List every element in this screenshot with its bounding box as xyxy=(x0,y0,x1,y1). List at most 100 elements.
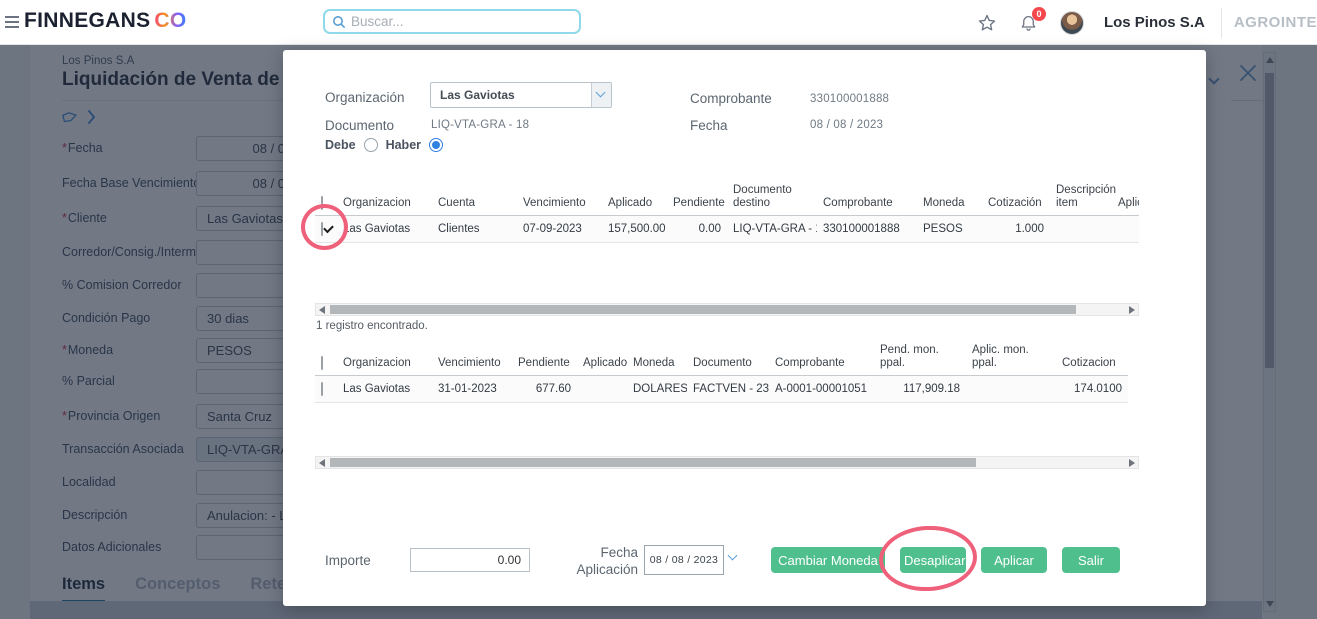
cell-comprobante-link[interactable]: 330100001888 xyxy=(817,215,917,244)
scroll-right-icon[interactable] xyxy=(1129,306,1135,314)
horizontal-scroll-thumb[interactable] xyxy=(330,305,1076,314)
col-organizacion: Organizacion xyxy=(337,182,432,217)
documento-value: LIQ-VTA-GRA - 18 xyxy=(431,119,530,131)
cell-organizacion-link[interactable]: Las Gaviotas xyxy=(337,215,432,244)
col-organizacion: Organizacion xyxy=(337,342,432,377)
fecha-aplicacion-label-line1: Fecha xyxy=(600,545,638,560)
favorites-star-icon[interactable] xyxy=(977,13,997,33)
col-cotizacion: Cotización xyxy=(982,182,1050,217)
notifications-bell-icon[interactable]: 0 xyxy=(1019,6,1046,33)
fecha-label: Fecha xyxy=(690,118,728,133)
table2-header-row: Organizacion Vencimiento Pendiente Aplic… xyxy=(315,342,1128,377)
workspace-name[interactable]: AGROINTE xyxy=(1233,14,1317,31)
aplicaciones-modal: Organización Las Gaviotas Comprobante 33… xyxy=(283,50,1206,606)
annotation-circle-checkbox xyxy=(301,204,348,250)
fecha-aplicacion-input[interactable]: 08 / 08 / 2023 xyxy=(644,545,738,575)
cell-organizacion: Las Gaviotas xyxy=(337,375,432,404)
documentos-destino-table: Organizacion Cuenta Vencimiento Aplicado… xyxy=(315,182,1139,244)
company-name[interactable]: Los Pinos S.A xyxy=(1103,14,1205,31)
col-documento: Documento xyxy=(687,342,769,377)
table1-horizontal-scrollbar[interactable] xyxy=(315,303,1139,316)
cell-aplicado xyxy=(577,375,627,404)
chevron-down-icon xyxy=(595,87,606,98)
comprobante-label: Comprobante xyxy=(690,91,772,106)
search-input[interactable] xyxy=(351,14,572,29)
date-dropdown-chevron-icon[interactable] xyxy=(724,546,738,561)
col-vencimiento: Vencimiento xyxy=(432,342,512,377)
fecha-aplicacion-label-line2: Aplicación xyxy=(576,562,638,577)
debe-haber-radio-group: Debe Haber xyxy=(325,138,444,152)
cell-moneda: PESOS xyxy=(917,215,982,244)
scroll-left-icon[interactable] xyxy=(319,459,325,467)
cell-pendiente: 677.60 xyxy=(512,375,577,404)
col-moneda: Moneda xyxy=(627,342,687,377)
table2-select-all-checkbox[interactable] xyxy=(321,356,323,371)
table2-row-checkbox[interactable] xyxy=(321,382,323,397)
col-comprobante: Comprobante xyxy=(817,182,917,217)
fecha-aplicacion-label: Fecha Aplicación xyxy=(535,544,638,578)
organizacion-label: Organización xyxy=(325,90,405,105)
organizacion-selected-value: Las Gaviotas xyxy=(440,88,515,102)
hamburger-menu-icon[interactable] xyxy=(5,16,19,28)
cell-cotizacion: 1.000 xyxy=(982,215,1050,244)
table2-container: Organizacion Vencimiento Pendiente Aplic… xyxy=(315,342,1139,404)
fecha-value: 08 / 08 / 2023 xyxy=(810,119,884,131)
fecha-aplicacion-value: 08 / 08 / 2023 xyxy=(649,554,719,566)
salir-button[interactable]: Salir xyxy=(1062,547,1120,573)
cell-comprobante-link[interactable]: A-0001-00001051 xyxy=(769,375,874,404)
scroll-right-icon[interactable] xyxy=(1129,459,1135,467)
col-pend-mon-ppal: Pend. mon. ppal. xyxy=(874,342,966,377)
comprobante-value: 330100001888 xyxy=(810,93,890,105)
modal-actions: Cambiar Moneda Desaplicar Aplicar Salir xyxy=(771,547,1120,573)
col-aplic-mon-ppal: Aplic. mon. ppal. xyxy=(966,342,1056,377)
col-vencimiento: Vencimiento xyxy=(517,182,602,217)
brand-logo: FINNEGANS CO xyxy=(24,9,186,33)
aplicar-button[interactable]: Aplicar xyxy=(981,547,1047,573)
col-pendiente: Pendiente xyxy=(667,182,727,217)
cell-documento-destino-link[interactable]: LIQ-VTA-GRA - 15 xyxy=(727,215,817,244)
col-pendiente: Pendiente xyxy=(512,342,577,377)
cell-aplicado: 157,500.00 xyxy=(602,215,667,244)
scroll-left-icon[interactable] xyxy=(319,306,325,314)
user-avatar[interactable] xyxy=(1059,10,1084,35)
col-documento-destino: Documento destino xyxy=(727,182,817,217)
table1-select-all-checkbox[interactable] xyxy=(321,196,323,211)
cell-vencimiento: 31-01-2023 xyxy=(432,375,512,404)
horizontal-scroll-thumb[interactable] xyxy=(330,458,976,467)
cambiar-moneda-button[interactable]: Cambiar Moneda xyxy=(771,547,885,573)
col-descripcion-item: Descripción item xyxy=(1050,182,1116,217)
cell-descripcion-item xyxy=(1050,215,1112,244)
cell-cotizacion: 174.0100 xyxy=(1056,375,1128,404)
documentos-pendientes-table: Organizacion Vencimiento Pendiente Aplic… xyxy=(315,342,1128,404)
haber-radio[interactable] xyxy=(429,138,444,152)
table1-container: Organizacion Cuenta Vencimiento Aplicado… xyxy=(315,182,1139,244)
col-moneda: Moneda xyxy=(917,182,982,217)
global-search xyxy=(323,9,581,34)
cell-moneda: DOLARES xyxy=(627,375,687,404)
result-count: 1 registro encontrado. xyxy=(316,320,428,332)
brand-logo-co: CO xyxy=(154,9,187,32)
cell-vencimiento: 07-09-2023 xyxy=(517,215,602,244)
debe-label: Debe xyxy=(325,138,356,152)
importe-input[interactable] xyxy=(410,548,530,572)
cell-pend-mon-ppal: 117,909.18 xyxy=(874,375,966,404)
col-aplic: Aplic xyxy=(1112,182,1139,217)
debe-radio[interactable] xyxy=(363,138,378,152)
header-divider xyxy=(1220,7,1222,38)
brand-text: FINNEGANS xyxy=(24,9,151,32)
col-cotizacion: Cotizacion xyxy=(1056,342,1128,377)
importe-label: Importe xyxy=(325,553,371,568)
table-row: Las Gaviotas Clientes 07-09-2023 157,500… xyxy=(315,215,1139,244)
cell-cuenta: Clientes xyxy=(432,215,517,244)
col-aplicado: Aplicado xyxy=(577,342,627,377)
table-row: Las Gaviotas 31-01-2023 677.60 DOLARES F… xyxy=(315,375,1128,404)
cell-aplic: 1 xyxy=(1112,215,1139,244)
cell-aplic-mon-ppal xyxy=(966,375,1056,404)
cell-documento-link[interactable]: FACTVEN - 23 xyxy=(687,375,769,404)
col-cuenta: Cuenta xyxy=(432,182,517,217)
desaplicar-button[interactable]: Desaplicar xyxy=(900,547,966,573)
select-dropdown-button[interactable] xyxy=(591,83,611,107)
organizacion-select[interactable]: Las Gaviotas xyxy=(430,82,612,108)
table2-horizontal-scrollbar[interactable] xyxy=(315,456,1139,469)
